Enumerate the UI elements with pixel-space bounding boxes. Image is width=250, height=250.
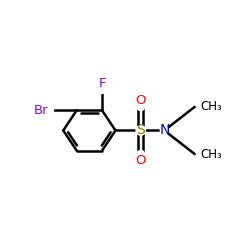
Text: F: F	[98, 77, 106, 90]
Circle shape	[160, 126, 168, 134]
Circle shape	[99, 87, 105, 94]
Circle shape	[137, 150, 144, 158]
Text: O: O	[136, 94, 146, 107]
Text: Br: Br	[34, 104, 48, 117]
Text: S: S	[136, 124, 145, 138]
Text: CH₃: CH₃	[200, 100, 222, 112]
Text: O: O	[136, 154, 146, 167]
Text: CH₃: CH₃	[200, 148, 222, 162]
Text: N: N	[159, 124, 170, 138]
Circle shape	[137, 103, 144, 110]
Circle shape	[43, 105, 54, 116]
Circle shape	[136, 126, 145, 135]
